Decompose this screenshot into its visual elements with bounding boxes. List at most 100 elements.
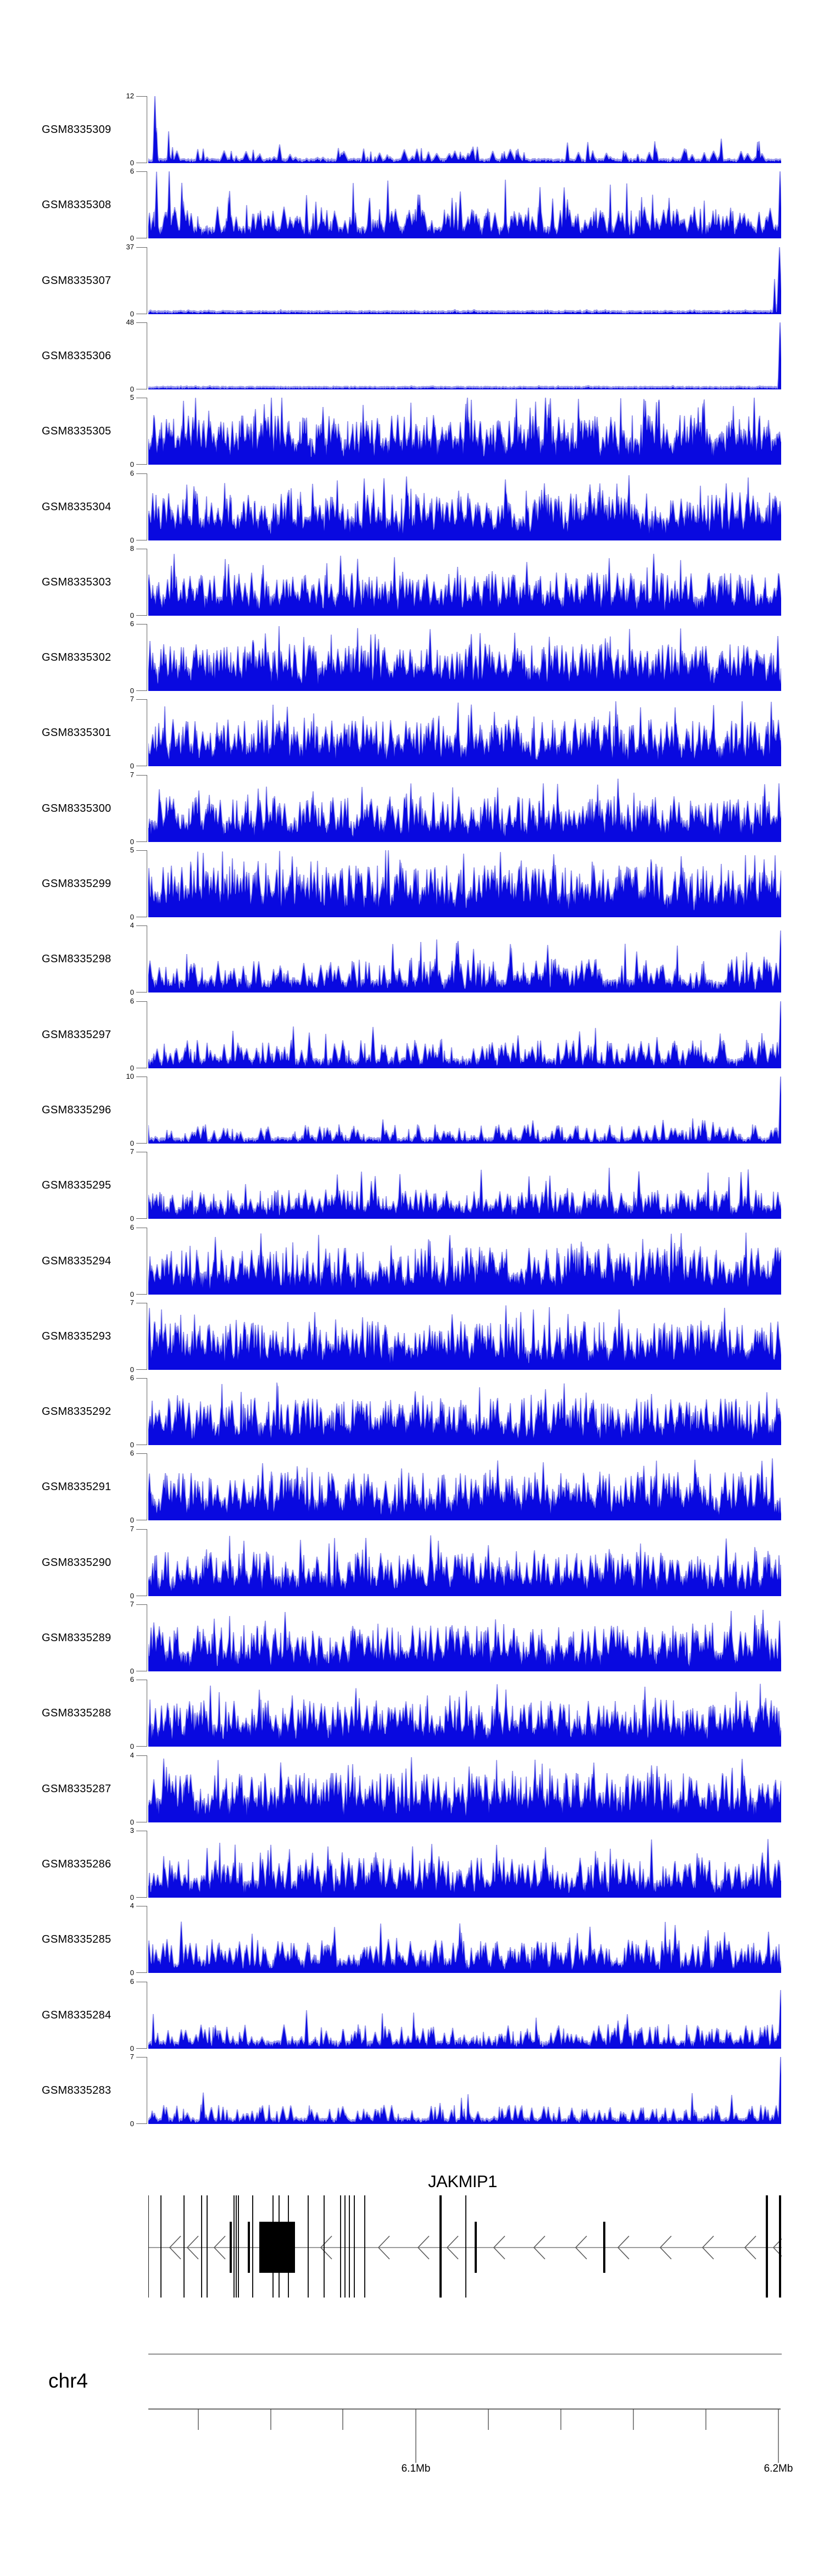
ymin-label: 0 [130, 1969, 134, 1977]
exon [230, 2222, 232, 2273]
track-GSM8335288: GSM8335288 6 0 [0, 1675, 824, 1750]
chromosome-label: chr4 [48, 2369, 88, 2392]
track-GSM8335286: GSM8335286 3 0 [0, 1826, 824, 1902]
exon [236, 2195, 237, 2298]
signal-area [148, 398, 782, 467]
track-GSM8335294: GSM8335294 6 0 [0, 1223, 824, 1298]
ymax-label: 7 [130, 1298, 134, 1307]
signal-area [148, 925, 782, 995]
ymin-label: 0 [130, 1667, 134, 1675]
sample-label: GSM8335287 [42, 1782, 112, 1795]
y-axis-bracket [136, 1001, 147, 1068]
strand-chevron-icon [575, 2235, 587, 2260]
ymax-label: 6 [130, 1675, 134, 1684]
ymin-label: 0 [130, 1516, 134, 1525]
exon [354, 2195, 355, 2298]
sample-label: GSM8335307 [42, 274, 112, 287]
exon [207, 2195, 208, 2298]
y-axis-bracket [136, 1830, 147, 1898]
gene-name-label: JAKMIP1 [428, 2172, 497, 2191]
exon [603, 2222, 605, 2273]
y-axis-bracket [136, 699, 147, 767]
y-axis-bracket [136, 1227, 147, 1295]
y-axis-bracket [136, 1076, 147, 1144]
ymax-label: 48 [126, 317, 134, 326]
ymax-label: 5 [130, 846, 134, 854]
y-axis-bracket [136, 1152, 147, 1219]
ideogram-baseline [148, 2354, 782, 2355]
signal-area [148, 1755, 782, 1825]
track-GSM8335292: GSM8335292 6 0 [0, 1374, 824, 1449]
ymin-label: 0 [130, 1063, 134, 1072]
y-axis-bracket [136, 925, 147, 993]
y-axis-bracket [136, 1529, 147, 1596]
signal-area [148, 1152, 782, 1222]
ymin-label: 0 [130, 913, 134, 921]
signal-area [148, 2056, 782, 2127]
strand-chevron-icon [744, 2235, 756, 2260]
signal-area [148, 322, 782, 392]
sample-label: GSM8335306 [42, 349, 112, 362]
ymin-label: 0 [130, 1893, 134, 1902]
sample-label: GSM8335293 [42, 1330, 112, 1342]
strand-chevron-icon [417, 2235, 430, 2260]
track-GSM8335298: GSM8335298 4 0 [0, 921, 824, 996]
ymin-label: 0 [130, 1365, 134, 1374]
ymax-label: 7 [130, 2052, 134, 2061]
exon [233, 2195, 235, 2298]
track-GSM8335304: GSM8335304 6 0 [0, 469, 824, 544]
signal-area [148, 1228, 782, 1297]
sample-label: GSM8335294 [42, 1254, 112, 1267]
track-GSM8335285: GSM8335285 4 0 [0, 1902, 824, 1977]
sample-label: GSM8335309 [42, 124, 112, 136]
exon [439, 2195, 442, 2298]
y-axis-bracket [136, 398, 147, 465]
y-axis-bracket [136, 1453, 147, 1521]
sample-label: GSM8335298 [42, 953, 112, 966]
exon [252, 2195, 253, 2298]
ymax-label: 6 [130, 620, 134, 628]
sample-label: GSM8335301 [42, 727, 112, 739]
exon [766, 2195, 768, 2298]
track-GSM8335302: GSM8335302 6 0 [0, 620, 824, 695]
axis-tick-label: 6.2Mb [764, 2463, 793, 2474]
ymin-label: 0 [130, 384, 134, 393]
track-GSM8335291: GSM8335291 6 0 [0, 1449, 824, 1524]
ymax-label: 7 [130, 770, 134, 779]
track-GSM8335287: GSM8335287 4 0 [0, 1751, 824, 1826]
sample-label: GSM8335288 [42, 1707, 112, 1720]
sample-label: GSM8335289 [42, 1632, 112, 1644]
signal-area [148, 247, 782, 317]
ymax-label: 4 [130, 1750, 134, 1759]
track-GSM8335293: GSM8335293 7 0 [0, 1298, 824, 1374]
sample-label: GSM8335290 [42, 1556, 112, 1569]
strand-chevron-icon [701, 2235, 714, 2260]
ymin-label: 0 [130, 234, 134, 243]
ymin-label: 0 [130, 687, 134, 695]
ymax-label: 7 [130, 1147, 134, 1156]
ymax-label: 3 [130, 1826, 134, 1835]
track-GSM8335300: GSM8335300 7 0 [0, 771, 824, 846]
y-axis-bracket [136, 1604, 147, 1671]
exon [349, 2195, 350, 2298]
signal-area [148, 1680, 782, 1749]
ymin-label: 0 [130, 1742, 134, 1751]
strand-chevron-icon [493, 2235, 505, 2260]
exon [344, 2195, 346, 2298]
sample-label: GSM8335299 [42, 878, 112, 890]
signal-area [148, 473, 782, 543]
signal-area [148, 1453, 782, 1523]
track-GSM8335301: GSM8335301 7 0 [0, 695, 824, 770]
signal-area [148, 850, 782, 920]
y-axis-bracket [136, 850, 147, 917]
y-axis-bracket [136, 1378, 147, 1446]
track-GSM8335297: GSM8335297 6 0 [0, 997, 824, 1072]
sample-label: GSM8335286 [42, 1858, 112, 1870]
signal-area [148, 171, 782, 241]
exon [364, 2195, 365, 2298]
ymin-label: 0 [130, 460, 134, 469]
y-axis-bracket [136, 96, 147, 163]
y-axis-bracket [136, 774, 147, 842]
y-axis-bracket [136, 247, 147, 314]
